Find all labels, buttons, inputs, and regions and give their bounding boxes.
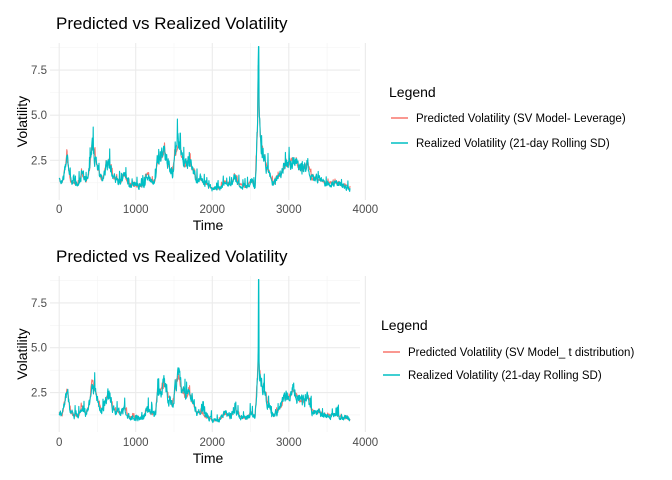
legend-title: Legend (389, 84, 436, 100)
x-tick-label: 4000 (353, 204, 379, 216)
x-axis-title: Time (193, 450, 224, 466)
legend-label: Realized Volatility (21-day Rolling SD) (408, 370, 602, 382)
x-tick-label: 4000 (353, 437, 379, 449)
y-tick-label: 5.0 (31, 343, 47, 355)
x-tick-label: 3000 (276, 437, 302, 449)
y-tick-label: 2.5 (31, 155, 47, 167)
legend-title: Legend (381, 317, 428, 333)
legend-label: Realized Volatility (21-day Rolling SD) (416, 138, 610, 150)
y-tick-label: 5.0 (31, 110, 47, 122)
x-tick-label: 3000 (276, 204, 302, 216)
y-tick-label: 7.5 (31, 65, 47, 77)
realized-volatility-line (58, 279, 351, 424)
legend-label: Predicted Volatility (SV Model- Leverage… (416, 113, 626, 125)
x-tick-label: 2000 (199, 437, 225, 449)
chart-panel-1: 0 1000 2000 3000 4000 2.5 5.0 7.5 Predicted vs R… (14, 14, 626, 233)
x-tick-label: 0 (56, 437, 62, 449)
legend-label: Predicted Volatility (SV Model_ t distri… (408, 347, 634, 359)
chart-title: Predicted vs Realized Volatility (56, 247, 288, 266)
x-tick-label: 1000 (123, 204, 149, 216)
y-axis-title: Volatility (14, 328, 30, 379)
y-axis-title: Volatility (14, 96, 30, 147)
y-tick-label: 2.5 (31, 388, 47, 400)
x-tick-label: 0 (56, 204, 62, 216)
y-tick-label: 7.5 (31, 298, 47, 310)
chart-panel-2: 0 1000 2000 3000 4000 2.5 5.0 7.5 Predicted vs R… (14, 247, 634, 466)
x-axis-title: Time (193, 217, 224, 233)
realized-volatility-line (58, 46, 351, 192)
x-tick-label: 2000 (199, 204, 225, 216)
x-tick-label: 1000 (123, 437, 149, 449)
chart-title: Predicted vs Realized Volatility (56, 14, 288, 33)
